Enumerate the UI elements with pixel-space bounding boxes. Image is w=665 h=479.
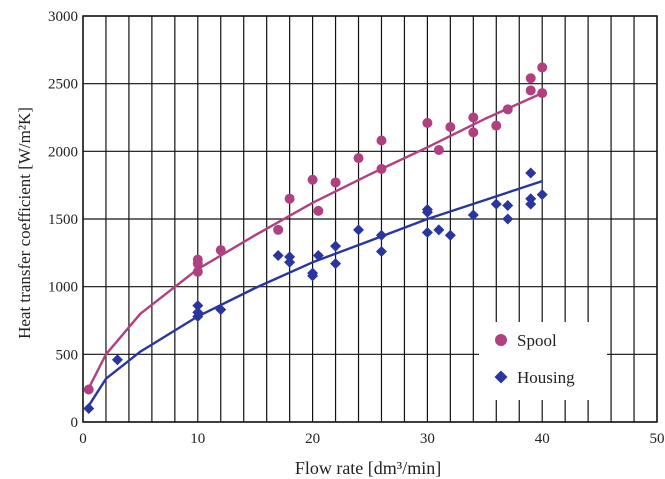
point-housing xyxy=(284,256,296,268)
point-housing xyxy=(312,250,324,262)
point-spool xyxy=(468,127,479,138)
y-tick-label: 2500 xyxy=(48,77,78,93)
point-spool xyxy=(502,104,513,115)
point-housing xyxy=(421,227,433,239)
point-spool xyxy=(491,120,502,131)
point-housing xyxy=(490,198,502,210)
point-spool xyxy=(537,62,548,73)
point-housing xyxy=(467,209,479,221)
y-tick-label: 1000 xyxy=(48,280,78,296)
point-housing xyxy=(502,199,514,211)
point-spool xyxy=(192,266,203,277)
point-housing xyxy=(525,198,537,210)
x-tick-label: 50 xyxy=(650,431,665,447)
point-spool xyxy=(353,153,364,164)
point-spool xyxy=(376,163,387,174)
data-points xyxy=(83,62,548,414)
y-axis-label: Heat transfer coefficient [W/m²K] xyxy=(15,107,34,339)
point-spool xyxy=(376,135,387,146)
legend-marker-spool xyxy=(495,334,507,346)
plot-frame xyxy=(82,15,658,423)
legend-label-spool: Spool xyxy=(517,331,557,350)
point-spool xyxy=(468,112,479,123)
point-housing xyxy=(192,310,204,322)
point-housing xyxy=(525,167,537,179)
point-housing xyxy=(83,402,95,414)
point-housing xyxy=(272,250,284,262)
point-housing xyxy=(353,224,365,236)
legend-marker-housing xyxy=(494,370,508,384)
point-housing xyxy=(421,206,433,218)
point-housing xyxy=(444,229,456,241)
fit-curve-housing xyxy=(87,179,543,407)
point-housing xyxy=(111,354,123,366)
point-spool xyxy=(192,258,203,269)
point-housing xyxy=(375,229,387,241)
point-housing xyxy=(192,300,204,312)
point-spool xyxy=(445,121,456,132)
point-spool xyxy=(215,245,226,256)
point-spool xyxy=(330,177,341,188)
point-spool xyxy=(525,85,536,96)
point-spool xyxy=(433,144,444,155)
point-spool xyxy=(313,205,324,216)
y-tick-label: 500 xyxy=(56,347,79,363)
point-spool xyxy=(537,88,548,99)
x-tick-label: 20 xyxy=(305,431,320,447)
x-tick-label: 40 xyxy=(535,431,550,447)
fit-curves xyxy=(87,92,543,407)
point-spool xyxy=(284,193,295,204)
fit-curve-spool xyxy=(87,92,543,389)
y-tick-label: 3000 xyxy=(48,9,78,25)
point-housing xyxy=(215,304,227,316)
point-spool xyxy=(307,174,318,185)
point-housing xyxy=(536,189,548,201)
point-spool xyxy=(422,117,433,128)
legend: Spool Housing xyxy=(479,322,607,400)
point-housing xyxy=(330,240,342,252)
y-tick-label: 0 xyxy=(71,415,79,431)
point-housing xyxy=(375,245,387,257)
point-housing xyxy=(433,224,445,236)
legend-label-housing: Housing xyxy=(517,368,575,387)
point-housing xyxy=(502,213,514,225)
x-tick-label: 0 xyxy=(79,431,87,447)
x-tick-label: 10 xyxy=(190,431,205,447)
x-tick-label: 30 xyxy=(420,431,435,447)
point-spool xyxy=(273,224,284,235)
point-housing xyxy=(330,258,342,270)
x-axis-label: Flow rate [dm³/min] xyxy=(295,458,441,478)
point-housing xyxy=(307,270,319,282)
point-spool xyxy=(525,73,536,84)
point-spool xyxy=(83,384,94,395)
y-tick-label: 1500 xyxy=(48,212,78,228)
y-tick-label: 2000 xyxy=(48,144,78,160)
